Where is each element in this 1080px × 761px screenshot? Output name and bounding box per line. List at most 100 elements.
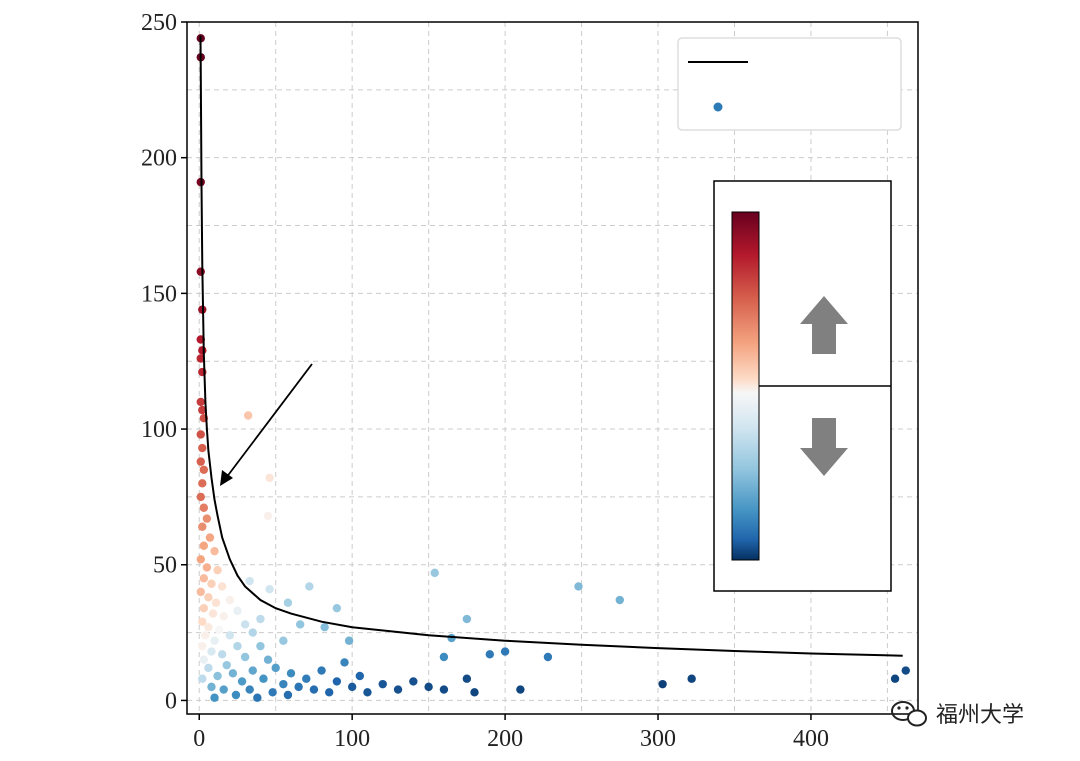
arrow-down-icon [800, 418, 848, 476]
scatter-point [196, 457, 205, 466]
scatter-point [198, 617, 207, 626]
scatter-point [890, 674, 900, 683]
scatter-point [198, 479, 207, 488]
scatter-point [462, 614, 472, 624]
scatter-point [325, 688, 334, 697]
scatter-point [198, 641, 207, 651]
scatter-point [462, 674, 472, 683]
scatter-point [198, 522, 207, 531]
scatter-point [202, 514, 212, 523]
scatter-point [409, 677, 418, 686]
scatter-point [204, 622, 213, 632]
scatter-point [208, 609, 218, 618]
arrow-up-icon [800, 296, 848, 354]
scatter-point [355, 671, 365, 681]
scatter-point [199, 574, 209, 583]
scatter-point [271, 663, 280, 673]
scatter-point [485, 650, 494, 659]
scatter-point [430, 568, 439, 578]
y-tick-label: 250 [141, 10, 177, 36]
scatter-point [196, 397, 205, 407]
scatter-point [207, 682, 216, 692]
x-tick-label: 300 [640, 726, 676, 752]
scatter-point [439, 685, 449, 694]
scatter-point [213, 565, 222, 575]
scatter-point [210, 636, 219, 645]
scatter-point [245, 576, 254, 586]
scatter-point [211, 598, 221, 607]
scatter-point [196, 492, 205, 502]
scatter-point [295, 620, 305, 629]
scatter-point [237, 677, 247, 686]
scatter-point [196, 354, 205, 363]
scatter-point [279, 636, 288, 645]
scatter-point [424, 682, 433, 692]
fitted-curve-line [199, 35, 903, 657]
scatter-point [245, 685, 254, 694]
scatter-point [217, 582, 227, 591]
scatter-points [196, 34, 910, 702]
wechat-icon [891, 701, 927, 727]
scatter-point [615, 595, 624, 605]
x-tick-label: 400 [793, 726, 829, 752]
watermark: 福州大学 [891, 701, 1024, 728]
scatter-point [217, 650, 227, 659]
scatter-point [294, 682, 303, 692]
scatter-point [207, 647, 216, 656]
scatter-point [198, 405, 207, 415]
scatter-point [378, 679, 387, 689]
colorbar [731, 211, 760, 561]
scatter-point [225, 595, 235, 605]
scatter-point [347, 682, 357, 692]
scatter-point [279, 679, 288, 689]
scatter-point [199, 503, 209, 512]
scatter-point [219, 612, 228, 621]
scatter-point [228, 669, 238, 678]
scatter-point [309, 685, 319, 694]
watermark-label: 福州大学 [936, 703, 1024, 728]
scatter-point [198, 674, 207, 683]
scatter-point [222, 660, 231, 670]
scatter-point [225, 631, 235, 640]
scatter-point [658, 679, 667, 689]
scatter-point [439, 652, 449, 662]
scatter-point [240, 652, 250, 662]
scatter-point [283, 598, 293, 607]
scatter-point [214, 625, 224, 635]
scatter-point [363, 688, 372, 697]
x-tick-label: 100 [334, 726, 370, 752]
scatter-point [340, 658, 349, 667]
scatter-point [516, 685, 525, 694]
scatter-point [199, 603, 209, 613]
scatter-point [259, 674, 268, 683]
legend-dot-swatch [713, 102, 723, 112]
scatter-point [196, 267, 205, 276]
scatter-point [320, 622, 329, 632]
axis-ticks: 0 100 200 300 400 0 50 100 150 200 250 [141, 10, 829, 752]
scatter-point [305, 582, 314, 591]
colorbar-panel [713, 180, 892, 592]
scatter-point [219, 685, 228, 694]
scatter-point [543, 652, 553, 662]
annotation-arrow [220, 363, 313, 486]
scatter-point [256, 641, 265, 651]
scatter-point [265, 584, 274, 594]
y-tick-label: 150 [141, 281, 177, 307]
scatter-point [470, 688, 479, 697]
x-tick-label: 0 [193, 726, 205, 752]
scatter-point [196, 587, 205, 597]
scatter-point [204, 593, 213, 602]
y-tick-label: 200 [141, 146, 177, 172]
scatter-point [687, 674, 696, 683]
scatter-point [332, 603, 342, 613]
scatter-point [199, 465, 209, 474]
scatter-point [248, 628, 257, 637]
scatter-point [393, 685, 403, 694]
scatter-point [500, 647, 510, 656]
scatter-point [198, 443, 207, 453]
scatter-point [344, 636, 354, 645]
scatter-point [199, 541, 209, 550]
scatter-point [198, 346, 207, 355]
scatter-point [243, 411, 253, 420]
